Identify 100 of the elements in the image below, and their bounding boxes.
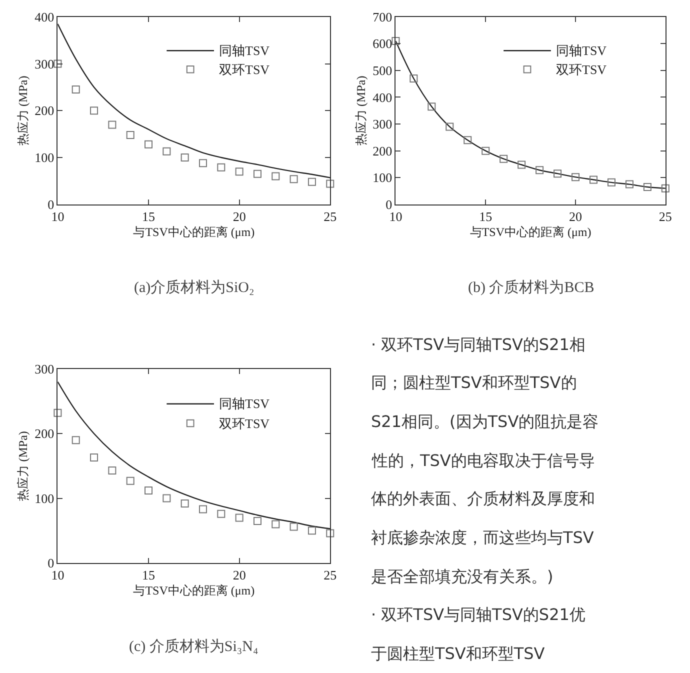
legend-label: 同轴TSV [219, 396, 270, 411]
point [446, 122, 454, 131]
x-tick-label: 20 [232, 209, 246, 224]
point [235, 514, 244, 522]
point [500, 154, 508, 163]
point [72, 436, 80, 444]
point [162, 494, 171, 502]
y-tick-label: 200 [34, 103, 54, 118]
point [198, 159, 207, 168]
point [126, 476, 134, 485]
x-tick-label: 25 [658, 209, 672, 224]
point [144, 486, 153, 495]
legend-label: 双环TSV [219, 62, 270, 77]
legend-label: 双环TSV [556, 62, 608, 77]
y-axis-title: 热应力 (MPa) [354, 76, 368, 146]
point [272, 520, 280, 528]
x-tick-label: 20 [232, 568, 246, 583]
x-tick-label: 10 [51, 209, 64, 224]
x-tick-label: 10 [389, 209, 402, 224]
y-tick-label: 700 [372, 9, 392, 24]
point [572, 173, 580, 182]
point [217, 163, 226, 172]
y-tick-label: 400 [372, 90, 392, 105]
point [180, 154, 189, 162]
line-series [58, 23, 330, 178]
point [464, 136, 472, 144]
point [126, 131, 134, 140]
y-tick-label: 400 [34, 9, 54, 24]
text: (b) 介质材料为BCB [468, 279, 594, 296]
y-tick-label: 300 [372, 116, 392, 132]
point [308, 526, 316, 535]
text: · 双环TSV与同轴TSV的S21相 [371, 335, 586, 354]
y-tick-label: 200 [372, 143, 392, 158]
text: 于圆柱型TSV和环型TSV [371, 644, 545, 663]
y-tick-label: 100 [34, 490, 54, 506]
y-tick-label: 200 [34, 426, 54, 442]
point [90, 106, 98, 115]
point [235, 168, 244, 176]
point [326, 180, 334, 188]
point [607, 178, 616, 186]
point [326, 529, 334, 538]
text: (a)介质材料为SiO₂ [134, 279, 254, 296]
point [661, 184, 670, 192]
legend-label: 双环TSV [219, 416, 270, 431]
point [290, 522, 298, 531]
point [625, 180, 634, 188]
point [482, 146, 490, 155]
y-tick-label: 0 [386, 196, 392, 212]
point [410, 74, 418, 82]
y-tick-label: 300 [34, 361, 54, 376]
point [308, 178, 316, 186]
text: 衬底掺杂浓度，而这些均与TSV [371, 528, 594, 547]
text: S21相同。(因为TSV的阻抗是容 [371, 412, 599, 431]
point [162, 147, 171, 156]
point [536, 166, 544, 174]
point [180, 499, 189, 508]
y-tick-label: 500 [372, 63, 392, 78]
point [108, 120, 116, 129]
point [217, 510, 226, 518]
point [253, 516, 262, 525]
x-tick-label: 25 [324, 209, 337, 224]
legend-label: 同轴TSV [219, 43, 270, 58]
text: (c) 介质材料为Si₃N₄ [129, 638, 258, 655]
point [518, 160, 526, 169]
point [108, 466, 116, 474]
point [272, 172, 280, 180]
y-tick-label: 0 [48, 196, 54, 212]
x-tick-label: 15 [142, 568, 156, 583]
text: 体的外表面、介质材料及厚度和 [371, 489, 595, 508]
point [253, 170, 262, 178]
point [72, 86, 80, 94]
y-tick-label: 600 [372, 36, 392, 52]
x-tick-label: 15 [142, 209, 156, 224]
text: 是否全部填充没有关系。) [371, 567, 554, 586]
point [290, 175, 298, 184]
y-tick-label: 300 [34, 56, 54, 72]
point [590, 176, 598, 184]
point [643, 182, 652, 191]
x-tick-label: 20 [569, 209, 582, 224]
point [54, 408, 62, 417]
x-tick-label: 15 [479, 209, 492, 224]
point [144, 140, 153, 148]
point [554, 170, 562, 178]
legend-label: 同轴TSV [556, 43, 608, 58]
y-axis-title: 热应力 (MPa) [16, 431, 30, 501]
x-axis-title: 与TSV中心的距离 (μm) [133, 584, 255, 598]
x-axis-title: 与TSV中心的距离 (μm) [133, 224, 255, 239]
y-axis-title: 热应力 (MPa) [16, 76, 30, 146]
point [54, 60, 62, 68]
text: 同；圆柱型TSV和环型TSV的 [371, 373, 577, 392]
point [428, 102, 436, 111]
y-tick-label: 100 [372, 170, 392, 186]
text: 性的，TSV的电容取决于信号导 [371, 451, 595, 470]
point [392, 36, 400, 45]
point [90, 454, 98, 462]
x-tick-label: 25 [324, 568, 337, 583]
text: · 双环TSV与同轴TSV的S21优 [371, 605, 586, 624]
point [198, 505, 207, 514]
x-axis-title: 与TSV中心的距离 (μm) [470, 224, 592, 239]
y-tick-label: 100 [34, 150, 54, 166]
